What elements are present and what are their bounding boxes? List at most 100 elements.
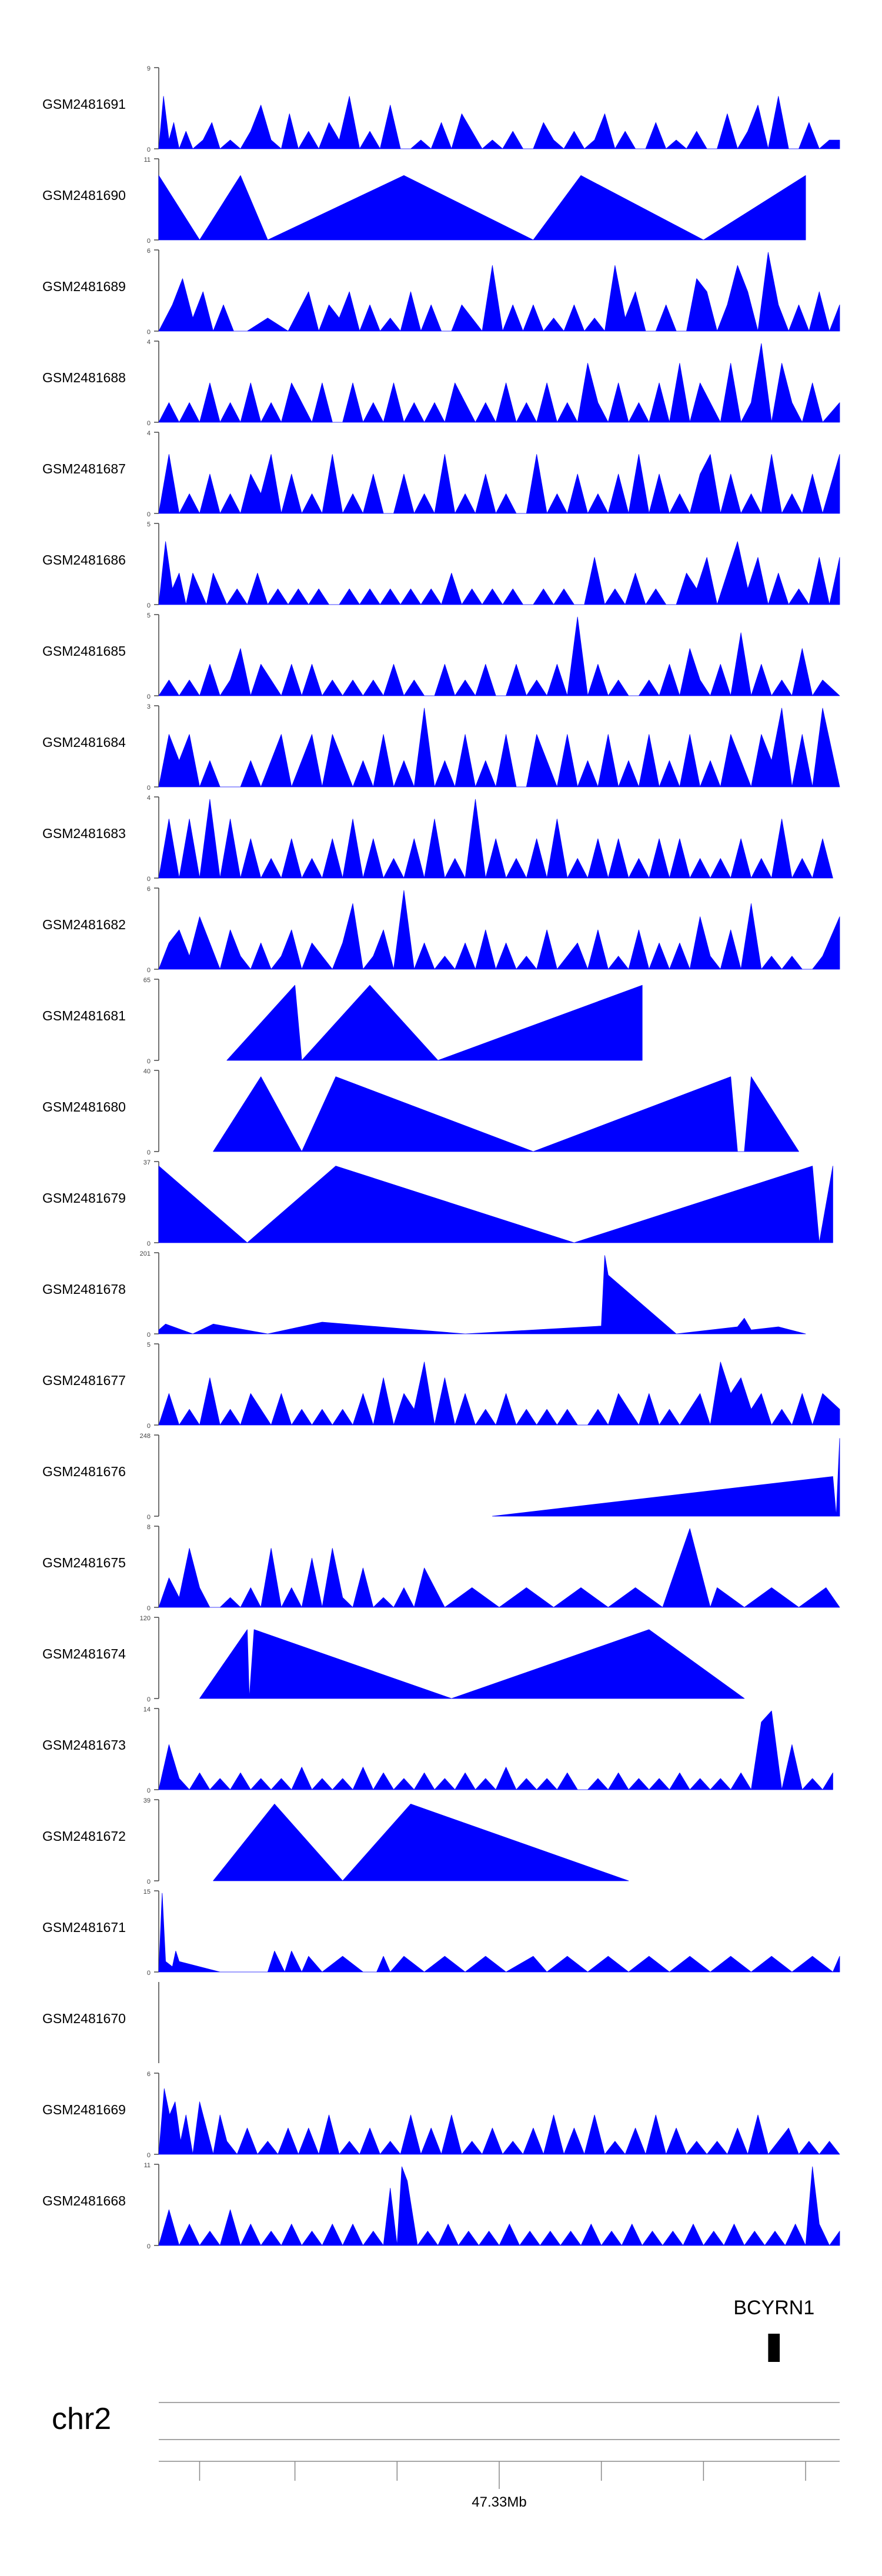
y-axis-max-label: 6 [147,2071,151,2078]
y-axis-zero-label: 0 [147,1787,151,1794]
track-GSM2481688: GSM2481688 4 0 [42,339,840,427]
coverage-area [158,454,840,514]
track-GSM2481675: GSM2481675 8 0 [42,1524,840,1612]
gene-label: BCYRN1 [733,2297,814,2319]
track-GSM2481677: GSM2481677 5 0 [42,1342,840,1430]
y-axis-zero-label: 0 [147,146,151,154]
coverage-area [492,1438,840,1517]
coverage-area [158,616,840,696]
y-axis-max-label: 40 [143,1068,151,1075]
track-label: GSM2481677 [42,1373,126,1388]
y-axis-zero-label: 0 [147,1878,151,1886]
track-label: GSM2481683 [42,826,126,841]
track-GSM2481673: GSM2481673 14 0 [42,1706,833,1794]
track-label: GSM2481669 [42,2102,126,2117]
y-axis-max-label: 8 [147,1524,151,1531]
track-label: GSM2481674 [42,1646,126,1661]
y-axis-zero-label: 0 [147,1696,151,1703]
coverage-area [158,175,806,241]
track-GSM2481672: GSM2481672 39 0 [42,1797,629,1886]
track-GSM2481684: GSM2481684 3 0 [42,703,840,792]
y-axis-zero-label: 0 [147,2243,151,2250]
y-axis-zero-label: 0 [147,238,151,245]
coverage-area [199,1629,745,1699]
track-label: GSM2481682 [42,917,126,932]
y-axis-max-label: 4 [147,795,151,802]
track-GSM2481676: GSM2481676 248 0 [42,1433,840,1521]
y-axis-max-label: 3 [147,703,151,710]
coverage-area [158,2166,840,2246]
y-axis-zero-label: 0 [147,1514,151,1521]
track-label: GSM2481680 [42,1099,126,1115]
coverage-area [158,1255,806,1334]
gene-annotation: BCYRN1 [733,2297,814,2362]
track-label: GSM2481685 [42,643,126,659]
coverage-area [158,2088,840,2155]
track-GSM2481678: GSM2481678 201 0 [42,1250,806,1339]
genomic-position-axis: 47.33Mb [159,2461,840,2510]
track-label: GSM2481671 [42,1920,126,1935]
coverage-area [158,541,840,605]
track-GSM2481670: GSM2481670 [42,1982,159,2063]
track-label: GSM2481691 [42,96,126,112]
y-axis-max-label: 37 [143,1159,151,1166]
y-axis-zero-label: 0 [147,1240,151,1247]
y-axis-max-label: 9 [147,65,151,72]
track-label: GSM2481681 [42,1008,126,1023]
y-axis-max-label: 15 [143,1888,151,1896]
axis-tick-label: 47.33Mb [472,2494,526,2510]
y-axis-max-label: 5 [147,521,151,528]
gene-bar [768,2334,780,2362]
y-axis-zero-label: 0 [147,1058,151,1065]
track-label: GSM2481690 [42,188,126,203]
coverage-area [226,985,643,1061]
y-axis-zero-label: 0 [147,1332,151,1339]
y-axis-max-label: 11 [144,156,151,163]
coverage-area [213,1804,629,1881]
y-axis-zero-label: 0 [147,1149,151,1156]
y-axis-max-label: 120 [140,1615,151,1622]
track-label: GSM2481684 [42,735,126,750]
coverage-area [158,708,840,788]
coverage-area [158,1710,833,1790]
y-axis-zero-label: 0 [147,511,151,518]
track-GSM2481679: GSM2481679 37 0 [42,1159,833,1247]
track-GSM2481689: GSM2481689 6 0 [42,248,840,336]
coverage-area [158,96,840,149]
track-GSM2481682: GSM2481682 6 0 [42,886,840,974]
y-axis-max-label: 5 [147,1342,151,1349]
track-label: GSM2481687 [42,461,126,476]
y-axis-zero-label: 0 [147,876,151,883]
track-label: GSM2481673 [42,1737,126,1753]
track-GSM2481691: GSM2481691 9 0 [42,65,840,154]
coverage-area [213,1076,799,1152]
track-panel: GSM248169190GSM2481690110GSM248168960GSM… [42,65,840,2250]
track-label: GSM2481675 [42,1555,126,1570]
y-axis-zero-label: 0 [147,329,151,336]
y-axis-max-label: 4 [147,430,151,437]
coverage-area [158,252,840,332]
y-axis-max-label: 14 [143,1706,151,1713]
track-GSM2481686: GSM2481686 5 0 [42,521,840,609]
track-GSM2481687: GSM2481687 4 0 [42,430,840,518]
coverage-area [158,1166,833,1243]
track-label: GSM2481678 [42,1282,126,1297]
y-axis-zero-label: 0 [147,1605,151,1612]
y-axis-max-label: 65 [143,977,151,984]
track-label: GSM2481686 [42,552,126,568]
track-GSM2481681: GSM2481681 65 0 [42,977,643,1065]
y-axis-zero-label: 0 [147,693,151,700]
coverage-area [158,1528,840,1608]
track-GSM2481683: GSM2481683 4 0 [42,795,833,883]
track-GSM2481671: GSM2481671 15 0 [42,1888,840,1977]
y-axis-max-label: 201 [140,1250,151,1257]
coverage-area [158,1362,840,1426]
y-axis-max-label: 39 [143,1797,151,1804]
y-axis-zero-label: 0 [147,2152,151,2159]
y-axis-zero-label: 0 [147,602,151,609]
coverage-area [158,890,840,970]
track-GSM2481674: GSM2481674 120 0 [42,1615,745,1703]
y-axis-max-label: 11 [144,2162,151,2169]
y-axis-max-label: 5 [147,612,151,619]
